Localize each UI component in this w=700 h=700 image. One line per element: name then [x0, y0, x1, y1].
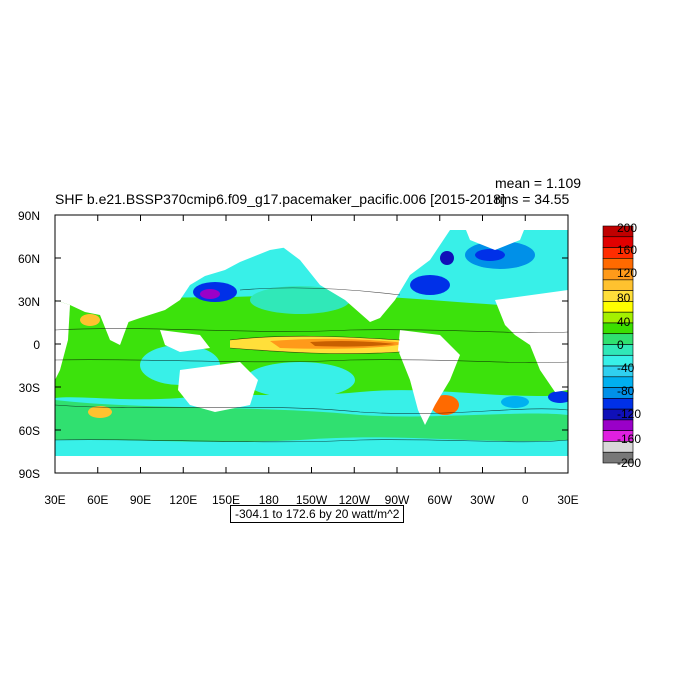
lat-label: 30N	[17, 295, 40, 309]
colorbar-swatch	[602, 419, 634, 431]
rms-stat: rms = 34.55	[495, 191, 570, 207]
colorbar-label: 120	[617, 266, 638, 280]
colorbar-label: 200	[617, 221, 638, 235]
colorbar-swatch	[602, 451, 634, 464]
cooling-spot	[410, 275, 450, 295]
lon-label: 60W	[427, 493, 453, 507]
lon-label: 120W	[338, 493, 370, 507]
colorbar-label: 0	[617, 338, 624, 352]
contours	[55, 287, 568, 443]
ocean-patch	[245, 362, 355, 398]
lon-label: 60E	[87, 493, 109, 507]
southern-belt	[55, 400, 568, 442]
lon-label: 150W	[295, 493, 328, 507]
lat-label: 90S	[18, 467, 40, 481]
warm-spot	[80, 314, 100, 326]
colorbar-label: -200	[617, 456, 642, 470]
colorbar-label: -40	[617, 361, 635, 375]
ocean-patch	[250, 286, 350, 314]
lon-label: 150E	[211, 493, 241, 507]
colorbar-label: -80	[617, 384, 635, 398]
lon-label: 30E	[557, 493, 579, 507]
colorbar-swatch	[602, 279, 634, 291]
colorbar-label: 80	[617, 291, 631, 305]
cooling-spot	[501, 396, 529, 408]
contour-range-label: -304.1 to 172.6 by 20 watt/m^2	[230, 505, 405, 523]
mean-stat: mean = 1.109	[495, 175, 582, 191]
cooling-spot	[200, 289, 220, 299]
colorbar-label: -160	[617, 432, 642, 446]
lat-label: 90N	[17, 209, 40, 223]
colorbar	[602, 225, 634, 464]
colorbar-label: -120	[617, 407, 642, 421]
cooling-spot	[475, 249, 505, 261]
lon-label: 180	[258, 493, 279, 507]
lat-label: 60N	[17, 252, 40, 266]
lon-label: 30W	[470, 493, 495, 507]
lat-label: 60S	[18, 424, 40, 438]
plot-title: SHF b.e21.BSSP370cmip6.f09_g17.pacemaker…	[55, 191, 505, 207]
lon-label: 120E	[169, 493, 198, 507]
cooling-spot	[548, 391, 568, 403]
colorbar-label: 160	[617, 243, 638, 257]
colorbar-label: 40	[617, 315, 631, 329]
lat-label: 30S	[18, 381, 40, 395]
equatorial-warm	[310, 340, 395, 347]
lon-label: 30E	[44, 493, 66, 507]
lat-label: 0	[33, 338, 40, 352]
lon-label: 90E	[129, 493, 152, 507]
cooling-spot	[440, 251, 454, 265]
lon-label: 90W	[384, 493, 410, 507]
warm-spot	[88, 406, 112, 418]
axis-ticks	[54, 214, 569, 474]
lon-label: 0	[521, 493, 529, 507]
map-field	[55, 215, 568, 473]
